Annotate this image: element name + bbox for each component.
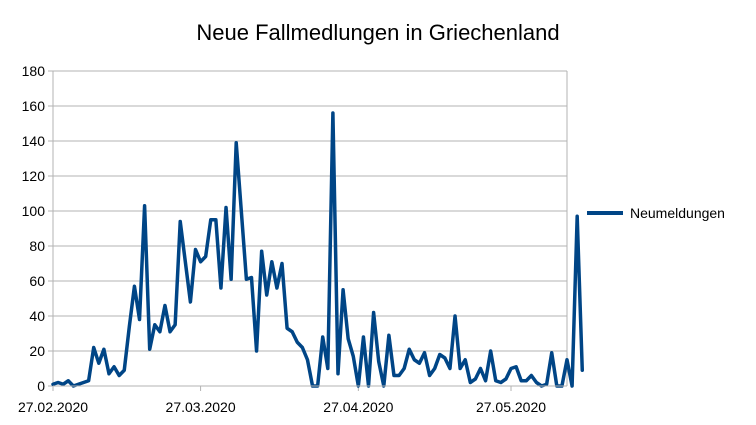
y-tick-label-80: 80 [29,238,45,254]
series-line-neumeldungen [51,111,585,388]
plot-area [51,111,585,388]
chart-title: Neue Fallmedlungen in Griechenland [196,20,560,45]
y-tick-label-60: 60 [29,273,45,289]
y-tick-label-160: 160 [22,98,46,114]
y-tick-label-40: 40 [29,308,45,324]
y-tick-label-0: 0 [37,378,45,394]
legend: Neumeldungen [587,202,725,224]
gridlines [52,70,568,387]
y-tick-label-20: 20 [29,343,45,359]
x-tick-label-2: 27.04.2020 [323,399,393,415]
x-tick-label-0: 27.02.2020 [18,399,88,415]
y-tick-label-120: 120 [22,168,46,184]
y-tick-label-140: 140 [22,133,46,149]
x-tick-label-1: 27.03.2020 [166,399,236,415]
x-tick-label-3: 27.05.2020 [476,399,546,415]
y-tick-label-100: 100 [22,203,46,219]
x-axis-ticks: 27.02.2020 27.03.2020 27.04.2020 27.05.2020 [18,386,546,415]
y-axis-ticks: 0 20 40 60 80 100 120 140 160 180 [22,63,53,394]
y-tick-label-180: 180 [22,63,46,79]
legend-label-neumeldungen: Neumeldungen [630,205,725,221]
legend-swatch-neumeldungen [587,211,623,215]
